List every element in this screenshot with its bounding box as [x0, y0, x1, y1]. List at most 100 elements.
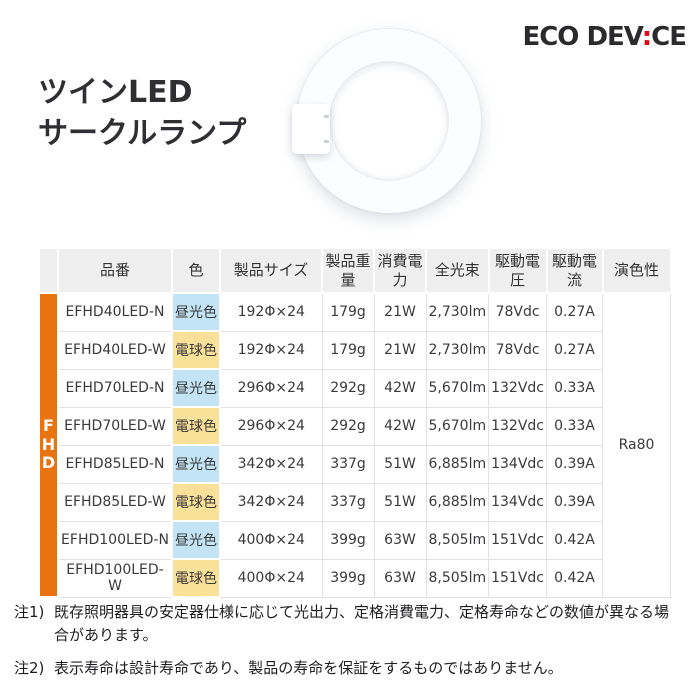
- cell-size: 400Φ×24: [219, 520, 323, 560]
- cell-voltage: 134Vdc: [488, 482, 547, 522]
- cell-model: EFHD100LED-W: [57, 558, 173, 598]
- corner-cell: [38, 247, 59, 294]
- col-header-flux: 全光束: [425, 247, 490, 294]
- table-row: EFHD40LED-W 電球色 192Φ×24 179g 21W 2,730lm…: [39, 330, 671, 370]
- table-row: EFHD85LED-W 電球色 342Φ×24 337g 51W 6,885lm…: [39, 482, 671, 522]
- cell-flux: 5,670lm: [425, 406, 490, 446]
- cell-color: 昼光色: [171, 444, 221, 484]
- cell-flux: 6,885lm: [425, 444, 490, 484]
- cell-current: 0.33A: [546, 406, 603, 446]
- table-row: EFHD85LED-N 昼光色 342Φ×24 337g 51W 6,885lm…: [39, 444, 671, 484]
- col-header-voltage: 駆動電圧: [487, 247, 548, 294]
- cell-size: 192Φ×24: [219, 330, 323, 370]
- cell-size: 342Φ×24: [219, 444, 323, 484]
- cell-size: 192Φ×24: [219, 292, 323, 332]
- cell-power: 51W: [373, 482, 427, 522]
- lamp-connector: [292, 104, 330, 154]
- cell-flux: 2,730lm: [425, 292, 490, 332]
- cell-current: 0.42A: [546, 520, 603, 560]
- header-row: 品番 色 製品サイズ 製品重量 消費電力 全光束 駆動電圧 駆動電流 演色性: [38, 247, 672, 294]
- cell-color: 電球色: [171, 406, 221, 446]
- group-label-fhd: FHD: [38, 292, 59, 598]
- cell-voltage: 134Vdc: [488, 444, 547, 484]
- cell-color: 電球色: [171, 558, 221, 598]
- table-row: EFHD70LED-N 昼光色 296Φ×24 292g 42W 5,670lm…: [39, 368, 671, 408]
- table-row: EFHD100LED-N 昼光色 400Φ×24 399g 63W 8,505l…: [39, 520, 671, 560]
- cell-size: 296Φ×24: [219, 406, 323, 446]
- col-header-color: 色: [171, 247, 221, 294]
- spec-table: 品番 色 製品サイズ 製品重量 消費電力 全光束 駆動電圧 駆動電流 演色性 F…: [38, 247, 672, 598]
- footnote-2: 注2) 表示寿命は設計寿命であり、製品の寿命を保証をするものではありません。: [14, 657, 690, 680]
- cell-model: EFHD70LED-W: [57, 406, 173, 446]
- cell-model: EFHD40LED-N: [57, 292, 173, 332]
- cell-current: 0.39A: [546, 482, 603, 522]
- cell-model: EFHD100LED-N: [57, 520, 173, 560]
- logo-colon-icon: :: [641, 22, 652, 52]
- cell-color: 電球色: [171, 482, 221, 522]
- cell-weight: 179g: [321, 292, 375, 332]
- cell-current: 0.39A: [546, 444, 603, 484]
- cell-model: EFHD85LED-N: [57, 444, 173, 484]
- connector-pin-icon: [324, 140, 329, 143]
- footnote-2-text: 表示寿命は設計寿命であり、製品の寿命を保証をするものではありません。: [54, 658, 563, 677]
- cell-flux: 2,730lm: [425, 330, 490, 370]
- title-line1: ツインLED: [38, 75, 193, 110]
- table-row: EFHD70LED-W 電球色 296Φ×24 292g 42W 5,670lm…: [39, 406, 671, 446]
- cell-color: 電球色: [171, 330, 221, 370]
- cell-voltage: 151Vdc: [488, 520, 547, 560]
- footnotes: 注1) 既存照明器具の安定器仕様に応じて光出力、定格消費電力、定格寿命などの数値…: [14, 601, 690, 689]
- cell-voltage: 132Vdc: [488, 406, 547, 446]
- cell-current: 0.27A: [546, 292, 603, 332]
- cell-weight: 292g: [321, 406, 375, 446]
- cell-color: 昼光色: [171, 368, 221, 408]
- cell-power: 51W: [373, 444, 427, 484]
- cell-voltage: 132Vdc: [488, 368, 547, 408]
- cell-voltage: 151Vdc: [488, 558, 547, 598]
- footnote-1: 注1) 既存照明器具の安定器仕様に応じて光出力、定格消費電力、定格寿命などの数値…: [14, 601, 690, 648]
- brand-logo: ECO DEV:CE: [522, 22, 687, 52]
- footnote-1-label: 注1): [14, 603, 45, 621]
- cell-model: EFHD85LED-W: [57, 482, 173, 522]
- cell-weight: 399g: [321, 520, 375, 560]
- col-header-size: 製品サイズ: [219, 247, 323, 294]
- cell-model: EFHD40LED-W: [57, 330, 173, 370]
- col-header-model: 品番: [57, 247, 173, 294]
- cell-flux: 8,505lm: [425, 558, 490, 598]
- cell-size: 342Φ×24: [219, 482, 323, 522]
- cell-power: 42W: [373, 368, 427, 408]
- product-photo-circle-lamp: [290, 22, 490, 227]
- cell-voltage: 78Vdc: [488, 292, 547, 332]
- table-row: FHD EFHD40LED-N 昼光色 192Φ×24 179g 21W 2,7…: [38, 292, 671, 598]
- col-header-current: 駆動電流: [545, 247, 604, 294]
- cell-flux: 6,885lm: [425, 482, 490, 522]
- table-row: EFHD100LED-W 電球色 400Φ×24 399g 63W 8,505l…: [39, 558, 671, 598]
- logo-text-left: ECO DEV: [522, 22, 642, 52]
- cell-flux: 5,670lm: [425, 368, 490, 408]
- page-title: ツインLED サークルランプ: [38, 72, 246, 155]
- cell-power: 63W: [373, 520, 427, 560]
- cell-power: 21W: [373, 292, 427, 332]
- cell-weight: 292g: [321, 368, 375, 408]
- title-line2: サークルランプ: [38, 116, 247, 152]
- cell-color-rendering: Ra80: [602, 292, 671, 598]
- cell-voltage: 78Vdc: [488, 330, 547, 370]
- cell-power: 42W: [373, 406, 427, 446]
- col-header-color-rendering: 演色性: [601, 247, 672, 294]
- cell-flux: 8,505lm: [425, 520, 490, 560]
- col-header-weight: 製品重量: [321, 247, 375, 294]
- footnote-2-label: 注2): [14, 658, 45, 677]
- cell-size: 296Φ×24: [219, 368, 323, 408]
- cell-current: 0.27A: [546, 330, 603, 370]
- connector-pin-icon: [324, 115, 329, 118]
- cell-color: 昼光色: [171, 292, 221, 332]
- cell-weight: 337g: [321, 444, 375, 484]
- footnote-1-text: 既存照明器具の安定器仕様に応じて光出力、定格消費電力、定格寿命などの数値が異なる…: [54, 603, 670, 645]
- cell-weight: 337g: [321, 482, 375, 522]
- cell-current: 0.42A: [546, 558, 603, 598]
- logo-text-right: CE: [651, 22, 687, 52]
- cell-weight: 179g: [321, 330, 375, 370]
- cell-weight: 399g: [321, 558, 375, 598]
- cell-power: 63W: [373, 558, 427, 598]
- cell-model: EFHD70LED-N: [57, 368, 173, 408]
